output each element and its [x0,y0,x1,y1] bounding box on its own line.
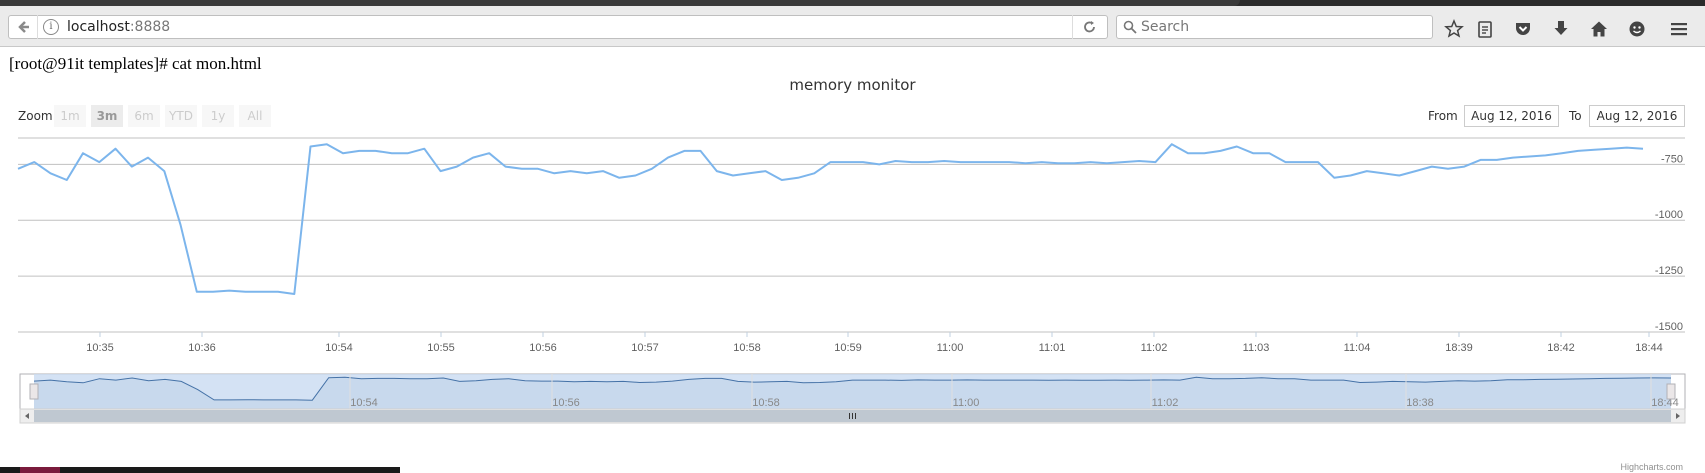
zoom-button-ytd[interactable]: YTD [165,105,197,127]
zoom-button-all[interactable]: All [239,105,271,127]
x-tick-label: 10:36 [188,342,216,354]
navigator-tick-label: 10:56 [552,397,580,409]
navigator-series-area [34,377,1671,409]
scroll-right-arrow-icon[interactable] [1676,413,1680,419]
x-tick-label: 11:03 [1243,342,1270,354]
url-host: localhost [67,19,130,35]
zoom-button-3m[interactable]: 3m [91,105,123,127]
to-date-input[interactable]: Aug 12, 2016 [1589,105,1685,127]
x-tick-label: 11:00 [937,342,964,354]
zoom-label: Zoom [18,109,53,123]
navigator-handle-right[interactable] [1666,383,1676,400]
info-icon[interactable]: i [43,19,59,35]
reload-button[interactable] [1072,15,1107,39]
back-button[interactable] [9,15,38,39]
page-content: [root@91it templates]# cat mon.html memo… [0,47,1705,473]
back-arrow-icon [18,21,29,33]
reload-icon [1084,21,1095,33]
download-icon[interactable] [1550,18,1572,40]
tab-strip [0,0,1705,6]
chart-title: memory monitor [789,76,916,94]
pocket-icon[interactable] [1512,18,1534,40]
search-placeholder: Search [1141,19,1190,35]
navigator-tick-label: 18:38 [1406,397,1434,409]
x-tick-label: 18:44 [1635,342,1663,354]
zoom-button-6m[interactable]: 6m [128,105,160,127]
to-label: To [1569,109,1582,123]
memory-chart[interactable]: -750 -1000 -1250 -1500 10:35 10:36 10:54 10:55 1… [0,47,1705,473]
chat-icon[interactable] [1626,18,1648,40]
zoom-button-1m[interactable]: 1m [54,105,86,127]
from-date-input[interactable]: Aug 12, 2016 [1464,105,1559,127]
series-line[interactable] [17,143,1644,295]
y-tick-label: -1500 [1655,321,1683,333]
x-tick-label: 10:59 [834,342,862,354]
navigator-tick-label: 10:54 [350,397,378,409]
from-label: From [1428,109,1458,123]
x-tick-label: 11:01 [1039,342,1066,354]
x-tick-label: 10:57 [631,342,659,354]
terminal-command: [root@91it templates]# cat mon.html [9,54,262,73]
navigator-tick-label: 11:02 [1152,397,1179,409]
highcharts-credits[interactable]: Highcharts.com [1620,462,1683,472]
navigator-series-line [33,376,1672,401]
url-bar[interactable]: i localhost:8888 [8,15,1108,39]
home-icon[interactable] [1588,18,1610,40]
bookmark-star-icon[interactable] [1443,18,1465,40]
x-tick-label: 10:55 [427,342,455,354]
zoom-button-1y[interactable]: 1y [202,105,234,127]
x-tick-label: 10:58 [733,342,761,354]
search-bar[interactable]: Search [1116,15,1433,39]
x-tick-label: 10:54 [325,342,353,354]
scroll-left-arrow-icon[interactable] [25,413,29,419]
x-tick-label: 11:04 [1344,342,1371,354]
y-tick-label: -1250 [1655,265,1683,277]
active-tab[interactable] [0,0,1240,6]
url-port: :8888 [129,19,171,35]
navigator-handle-left[interactable] [29,383,39,400]
taskbar-item[interactable] [20,467,60,473]
x-tick-label: 11:02 [1141,342,1168,354]
url-text[interactable]: localhost:8888 [67,19,170,35]
desktop-taskbar [0,467,400,473]
x-tick-label: 10:35 [86,342,114,354]
browser-toolbar: i localhost:8888 Search [0,6,1705,47]
x-tick-label: 18:39 [1445,342,1473,354]
navigator-tick-label: 11:00 [953,397,980,409]
search-icon [1123,20,1137,34]
y-tick-label: -750 [1661,153,1683,165]
menu-icon[interactable] [1668,18,1690,40]
navigator-tick-label: 10:58 [752,397,780,409]
navigator-tick-label: 18:44 [1651,397,1679,409]
x-tick-label: 10:56 [529,342,557,354]
y-tick-label: -1000 [1655,209,1683,221]
x-tick-label: 18:42 [1547,342,1575,354]
reading-list-icon[interactable] [1474,18,1496,40]
